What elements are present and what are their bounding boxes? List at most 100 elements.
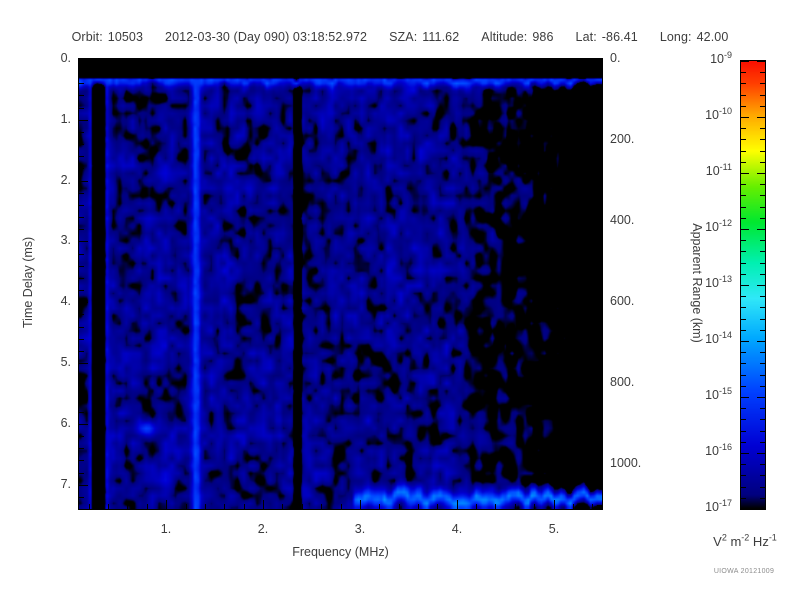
- left-major-tick-7: [79, 485, 88, 486]
- bottom-minor-tick-4.2: [476, 504, 477, 509]
- bottom-tick-label-0: 1.: [160, 522, 172, 536]
- right-tick-label-2: 400.: [610, 213, 635, 227]
- left-tick-label-3: 3.: [60, 233, 71, 247]
- colorbar-major-tick-right-2: [757, 173, 765, 174]
- bottom-minor-tick-1.2: [186, 504, 187, 509]
- bottom-minor-tick-1.8: [244, 504, 245, 509]
- colorbar-major-tick-right-0: [757, 61, 765, 62]
- left-minor-tick-5-1: [79, 375, 84, 376]
- bottom-minor-tick-5.2: [573, 504, 574, 509]
- colorbar-minor-tick-right-3-4: [760, 274, 765, 275]
- left-tick-label-6: 6.: [60, 416, 71, 430]
- right-minor-tick-5-1: [597, 505, 602, 506]
- bottom-minor-tick-0.4: [108, 504, 109, 509]
- colorbar-minor-tick-right-6-2: [760, 419, 765, 420]
- left-tick-label-0: 0.: [60, 51, 71, 65]
- bottom-minor-tick-3.2: [379, 504, 380, 509]
- colorbar-minor-tick-left-5-2: [741, 363, 746, 364]
- header-altitude-label: Altitude:: [481, 30, 528, 44]
- bottom-major-tick-2: [360, 500, 361, 509]
- right-tick-label-5: 1000.: [610, 456, 642, 470]
- colorbar-major-tick-right-6: [757, 397, 765, 398]
- left-major-tick-1: [79, 120, 88, 121]
- right-tick-label-4: 800.: [610, 375, 635, 389]
- colorbar-minor-tick-right-7-3: [760, 487, 765, 488]
- left-minor-tick-1-4: [79, 168, 84, 169]
- bottom-major-tick-0: [166, 500, 167, 509]
- colorbar-units-label: V2 m-2 Hz-1: [713, 532, 777, 549]
- right-minor-tick-4-1: [597, 424, 602, 425]
- colorbar-minor-tick-right-4-3: [760, 319, 765, 320]
- colorbar-minor-tick-right-0-1: [760, 72, 765, 73]
- right-minor-tick-0-1: [597, 100, 602, 101]
- colorbar-minor-tick-right-7-2: [760, 475, 765, 476]
- colorbar-minor-tick-left-5-4: [741, 386, 746, 387]
- left-tick-label-5: 5.: [60, 355, 71, 369]
- colorbar-major-tick-right-5: [757, 341, 765, 342]
- colorbar-minor-tick-left-4-2: [741, 307, 746, 308]
- left-minor-tick-0-3: [79, 95, 84, 96]
- colorbar-minor-tick-right-5-1: [760, 352, 765, 353]
- header-lat-label: Lat:: [575, 30, 597, 44]
- spectrogram-canvas[interactable]: [79, 59, 602, 509]
- left-minor-tick-2-2: [79, 205, 84, 206]
- left-minor-tick-6-4: [79, 473, 84, 474]
- right-minor-tick-3-1: [597, 343, 602, 344]
- colorbar-minor-tick-right-4-4: [760, 330, 765, 331]
- bottom-minor-tick-3.8: [437, 504, 438, 509]
- colorbar-minor-tick-left-6-3: [741, 431, 746, 432]
- colorbar-minor-tick-right-1-4: [760, 162, 765, 163]
- bottom-minor-tick-2.6: [321, 504, 322, 509]
- colorbar-major-tick-right-7: [757, 453, 765, 454]
- bottom-tick-label-1: 2.: [257, 522, 269, 536]
- colorbar-major-tick-left-5: [741, 341, 749, 342]
- bottom-minor-tick-2.2: [282, 504, 283, 509]
- colorbar-tick-label-7: 10-16: [705, 441, 732, 458]
- left-tick-label-1: 1.: [60, 112, 71, 126]
- colorbar-minor-tick-left-4-3: [741, 319, 746, 320]
- header-long-label: Long:: [659, 30, 692, 44]
- colorbar-minor-tick-left-3-4: [741, 274, 746, 275]
- colorbar-minor-tick-right-1-3: [760, 151, 765, 152]
- left-minor-tick-7-2: [79, 509, 84, 510]
- colorbar-major-tick-left-6: [741, 397, 749, 398]
- colorbar-minor-tick-left-0-2: [741, 83, 746, 84]
- left-minor-tick-0-2: [79, 83, 84, 84]
- bottom-minor-tick-0.6: [127, 504, 128, 509]
- colorbar-tick-label-2: 10-11: [705, 161, 732, 178]
- left-minor-tick-5-3: [79, 400, 84, 401]
- bottom-tick-label-3: 4.: [451, 522, 463, 536]
- left-minor-tick-3-2: [79, 266, 84, 267]
- header-orbit-value: 10503: [107, 30, 144, 44]
- header-sza-value: 111.62: [422, 30, 460, 44]
- left-major-tick-2: [79, 181, 88, 182]
- ionogram-plot-area[interactable]: [78, 58, 603, 510]
- colorbar-major-tick-left-2: [741, 173, 749, 174]
- right-major-tick-1: [593, 140, 602, 141]
- colorbar-minor-tick-left-7-3: [741, 487, 746, 488]
- right-minor-tick-2-1: [597, 262, 602, 263]
- left-minor-tick-5-4: [79, 412, 84, 413]
- bottom-tick-label-2: 3.: [354, 522, 366, 536]
- header-orbit-label: Orbit:: [71, 30, 103, 44]
- colorbar: [740, 60, 766, 510]
- left-minor-tick-4-3: [79, 339, 84, 340]
- colorbar-major-tick-right-1: [757, 117, 765, 118]
- left-minor-tick-0-4: [79, 108, 84, 109]
- colorbar-minor-tick-left-5-1: [741, 352, 746, 353]
- colorbar-minor-tick-right-1-1: [760, 128, 765, 129]
- colorbar-minor-tick-right-0-3: [760, 95, 765, 96]
- colorbar-minor-tick-right-2-4: [760, 218, 765, 219]
- left-minor-tick-3-1: [79, 254, 84, 255]
- header-lat: Lat: -86.41: [576, 30, 638, 44]
- colorbar-minor-tick-left-1-4: [741, 162, 746, 163]
- colorbar-tick-label-4: 10-13: [705, 273, 732, 290]
- colorbar-minor-tick-left-0-4: [741, 106, 746, 107]
- bottom-axis-title: Frequency (MHz): [292, 545, 389, 559]
- colorbar-major-tick-left-3: [741, 229, 749, 230]
- colorbar-minor-tick-right-5-2: [760, 363, 765, 364]
- metadata-header: Orbit: 10503 2012-03-30 (Day 090) 03:18:5…: [0, 30, 800, 48]
- colorbar-minor-tick-right-2-2: [760, 195, 765, 196]
- left-minor-tick-5-2: [79, 387, 84, 388]
- colorbar-minor-tick-left-7-1: [741, 464, 746, 465]
